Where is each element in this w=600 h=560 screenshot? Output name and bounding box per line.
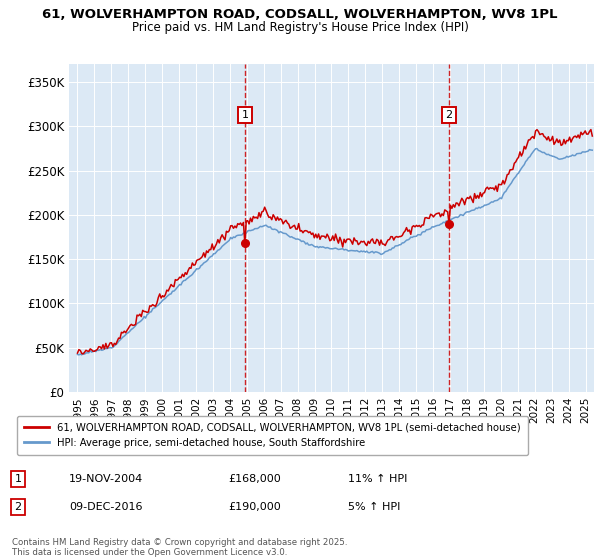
Text: 61, WOLVERHAMPTON ROAD, CODSALL, WOLVERHAMPTON, WV8 1PL: 61, WOLVERHAMPTON ROAD, CODSALL, WOLVERH… xyxy=(42,8,558,21)
Text: £168,000: £168,000 xyxy=(228,474,281,484)
Text: 1: 1 xyxy=(241,110,248,120)
Text: 2: 2 xyxy=(445,110,452,120)
Text: Price paid vs. HM Land Registry's House Price Index (HPI): Price paid vs. HM Land Registry's House … xyxy=(131,21,469,34)
Text: £190,000: £190,000 xyxy=(228,502,281,512)
Text: 19-NOV-2004: 19-NOV-2004 xyxy=(69,474,143,484)
Text: 09-DEC-2016: 09-DEC-2016 xyxy=(69,502,143,512)
Text: 1: 1 xyxy=(14,474,22,484)
Text: 2: 2 xyxy=(14,502,22,512)
Legend: 61, WOLVERHAMPTON ROAD, CODSALL, WOLVERHAMPTON, WV8 1PL (semi-detached house), H: 61, WOLVERHAMPTON ROAD, CODSALL, WOLVERH… xyxy=(17,416,527,455)
Text: Contains HM Land Registry data © Crown copyright and database right 2025.
This d: Contains HM Land Registry data © Crown c… xyxy=(12,538,347,557)
Text: 11% ↑ HPI: 11% ↑ HPI xyxy=(348,474,407,484)
Text: 5% ↑ HPI: 5% ↑ HPI xyxy=(348,502,400,512)
